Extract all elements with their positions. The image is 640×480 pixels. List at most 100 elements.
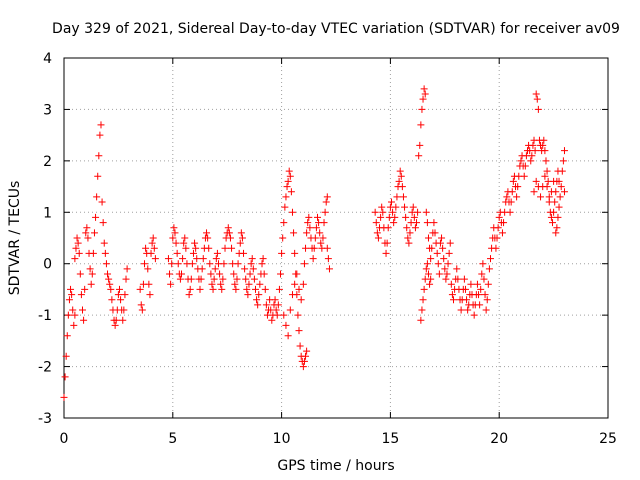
data-point xyxy=(62,352,70,360)
chart-title: Day 329 of 2021, Sidereal Day-to-day VTE… xyxy=(52,21,620,37)
data-point xyxy=(236,239,244,247)
data-point xyxy=(189,249,197,257)
data-point xyxy=(302,244,310,252)
data-point xyxy=(274,301,282,309)
data-point xyxy=(216,270,224,278)
data-point xyxy=(68,291,76,299)
data-point xyxy=(238,234,246,242)
data-point xyxy=(300,357,308,365)
data-point xyxy=(290,229,298,237)
data-point xyxy=(541,147,549,155)
x-tick-label: 10 xyxy=(273,431,291,447)
data-point xyxy=(262,301,270,309)
data-point xyxy=(119,316,127,324)
data-point xyxy=(82,229,90,237)
data-point xyxy=(424,234,432,242)
data-point xyxy=(493,234,501,242)
data-point xyxy=(114,291,122,299)
data-point xyxy=(418,306,426,314)
data-point xyxy=(295,285,303,293)
data-point xyxy=(378,203,386,211)
data-point xyxy=(555,203,563,211)
data-point xyxy=(198,265,206,273)
data-point xyxy=(560,188,568,196)
axis-ticks xyxy=(63,57,609,419)
data-point xyxy=(250,275,258,283)
data-point xyxy=(211,265,219,273)
data-point xyxy=(247,260,255,268)
data-point xyxy=(423,219,431,227)
data-point xyxy=(310,244,318,252)
data-point xyxy=(284,177,292,185)
data-point xyxy=(321,208,329,216)
data-point xyxy=(67,285,75,293)
data-point xyxy=(284,332,292,340)
y-tick-label: 4 xyxy=(43,51,52,67)
data-point xyxy=(248,255,256,263)
data-point xyxy=(464,306,472,314)
data-point xyxy=(389,208,397,216)
data-point xyxy=(485,265,493,273)
data-point xyxy=(178,270,186,278)
data-point xyxy=(146,291,154,299)
data-point xyxy=(74,239,82,247)
data-point xyxy=(93,193,101,201)
data-point xyxy=(507,198,515,206)
data-point xyxy=(521,162,529,170)
data-point xyxy=(282,193,290,201)
data-point xyxy=(108,296,116,304)
grid xyxy=(64,58,608,418)
data-point xyxy=(120,306,128,314)
data-point xyxy=(171,229,179,237)
data-point xyxy=(167,280,175,288)
data-point xyxy=(107,285,115,293)
data-point xyxy=(483,296,491,304)
data-point xyxy=(205,244,213,252)
data-point xyxy=(417,121,425,129)
data-point xyxy=(390,219,398,227)
data-point xyxy=(279,234,287,242)
data-point xyxy=(481,291,489,299)
data-point xyxy=(559,157,567,165)
data-point xyxy=(441,265,449,273)
data-point xyxy=(304,219,312,227)
data-point xyxy=(180,239,188,247)
data-point xyxy=(476,301,484,309)
data-point xyxy=(234,260,242,268)
data-point xyxy=(482,306,490,314)
data-point xyxy=(551,198,559,206)
data-point xyxy=(149,234,157,242)
data-point xyxy=(232,285,240,293)
y-tick-label: -2 xyxy=(38,360,52,376)
data-point xyxy=(552,188,560,196)
data-point xyxy=(440,255,448,263)
data-point xyxy=(442,275,450,283)
data-point xyxy=(287,188,295,196)
data-point xyxy=(196,285,204,293)
y-tick-label: -3 xyxy=(38,411,52,427)
data-point xyxy=(286,306,294,314)
data-point xyxy=(553,224,561,232)
data-point xyxy=(218,285,226,293)
data-point xyxy=(254,301,262,309)
data-point xyxy=(305,213,313,221)
data-point xyxy=(411,224,419,232)
data-point xyxy=(498,229,506,237)
data-point xyxy=(251,285,259,293)
data-point xyxy=(243,285,251,293)
x-tick-label: 5 xyxy=(168,431,177,447)
data-point xyxy=(84,234,92,242)
data-point xyxy=(64,311,72,319)
data-point xyxy=(403,224,411,232)
y-tick-label: 3 xyxy=(43,102,52,118)
data-point xyxy=(494,224,502,232)
data-point xyxy=(421,90,429,98)
data-point xyxy=(185,291,193,299)
data-point xyxy=(242,275,250,283)
data-point xyxy=(280,219,288,227)
data-point xyxy=(319,234,327,242)
data-point xyxy=(299,280,307,288)
data-point xyxy=(323,244,331,252)
data-point xyxy=(297,296,305,304)
data-point xyxy=(224,224,232,232)
